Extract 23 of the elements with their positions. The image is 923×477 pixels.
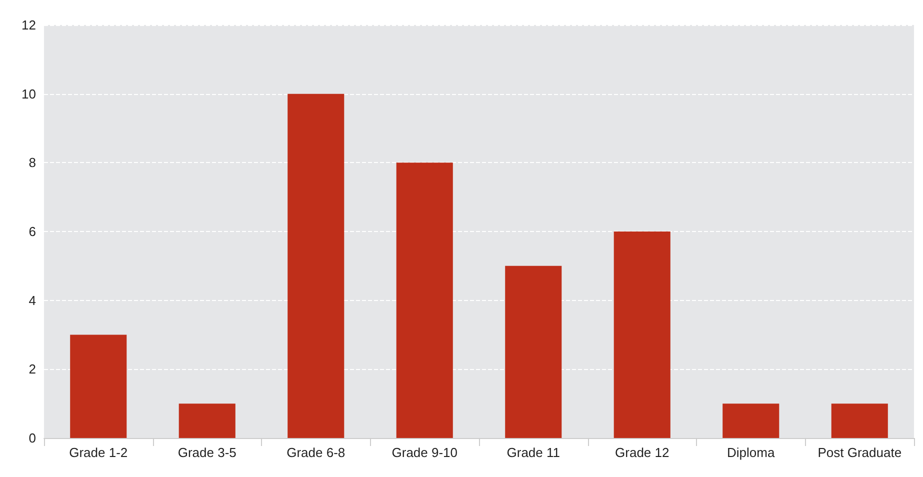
bar [396, 162, 453, 438]
x-tick-label: Grade 11 [506, 445, 560, 460]
y-tick-label: 6 [28, 224, 36, 239]
bar [722, 404, 780, 438]
bar [614, 232, 670, 438]
bar [831, 404, 888, 438]
bar [178, 404, 236, 438]
x-tick-label: Grade 3-5 [178, 445, 236, 460]
x-tick-label: Grade 9-10 [392, 445, 458, 460]
x-tick-label: Grade 1-2 [69, 445, 128, 460]
bar [505, 266, 562, 438]
y-tick-label: 12 [22, 18, 36, 32]
y-tick-label: 2 [28, 362, 36, 377]
y-tick-label: 0 [28, 430, 36, 446]
bar [70, 334, 127, 438]
bar [288, 94, 344, 438]
y-tick-label: 10 [22, 86, 36, 102]
x-tick-label: Grade 6-8 [286, 445, 346, 460]
x-tick-label: Grade 12 [615, 445, 670, 460]
y-tick-label: 4 [28, 292, 36, 308]
x-tick-label: Diploma [727, 445, 776, 460]
y-tick-label: 8 [28, 155, 36, 170]
x-tick-label: Post Graduate [818, 445, 902, 460]
